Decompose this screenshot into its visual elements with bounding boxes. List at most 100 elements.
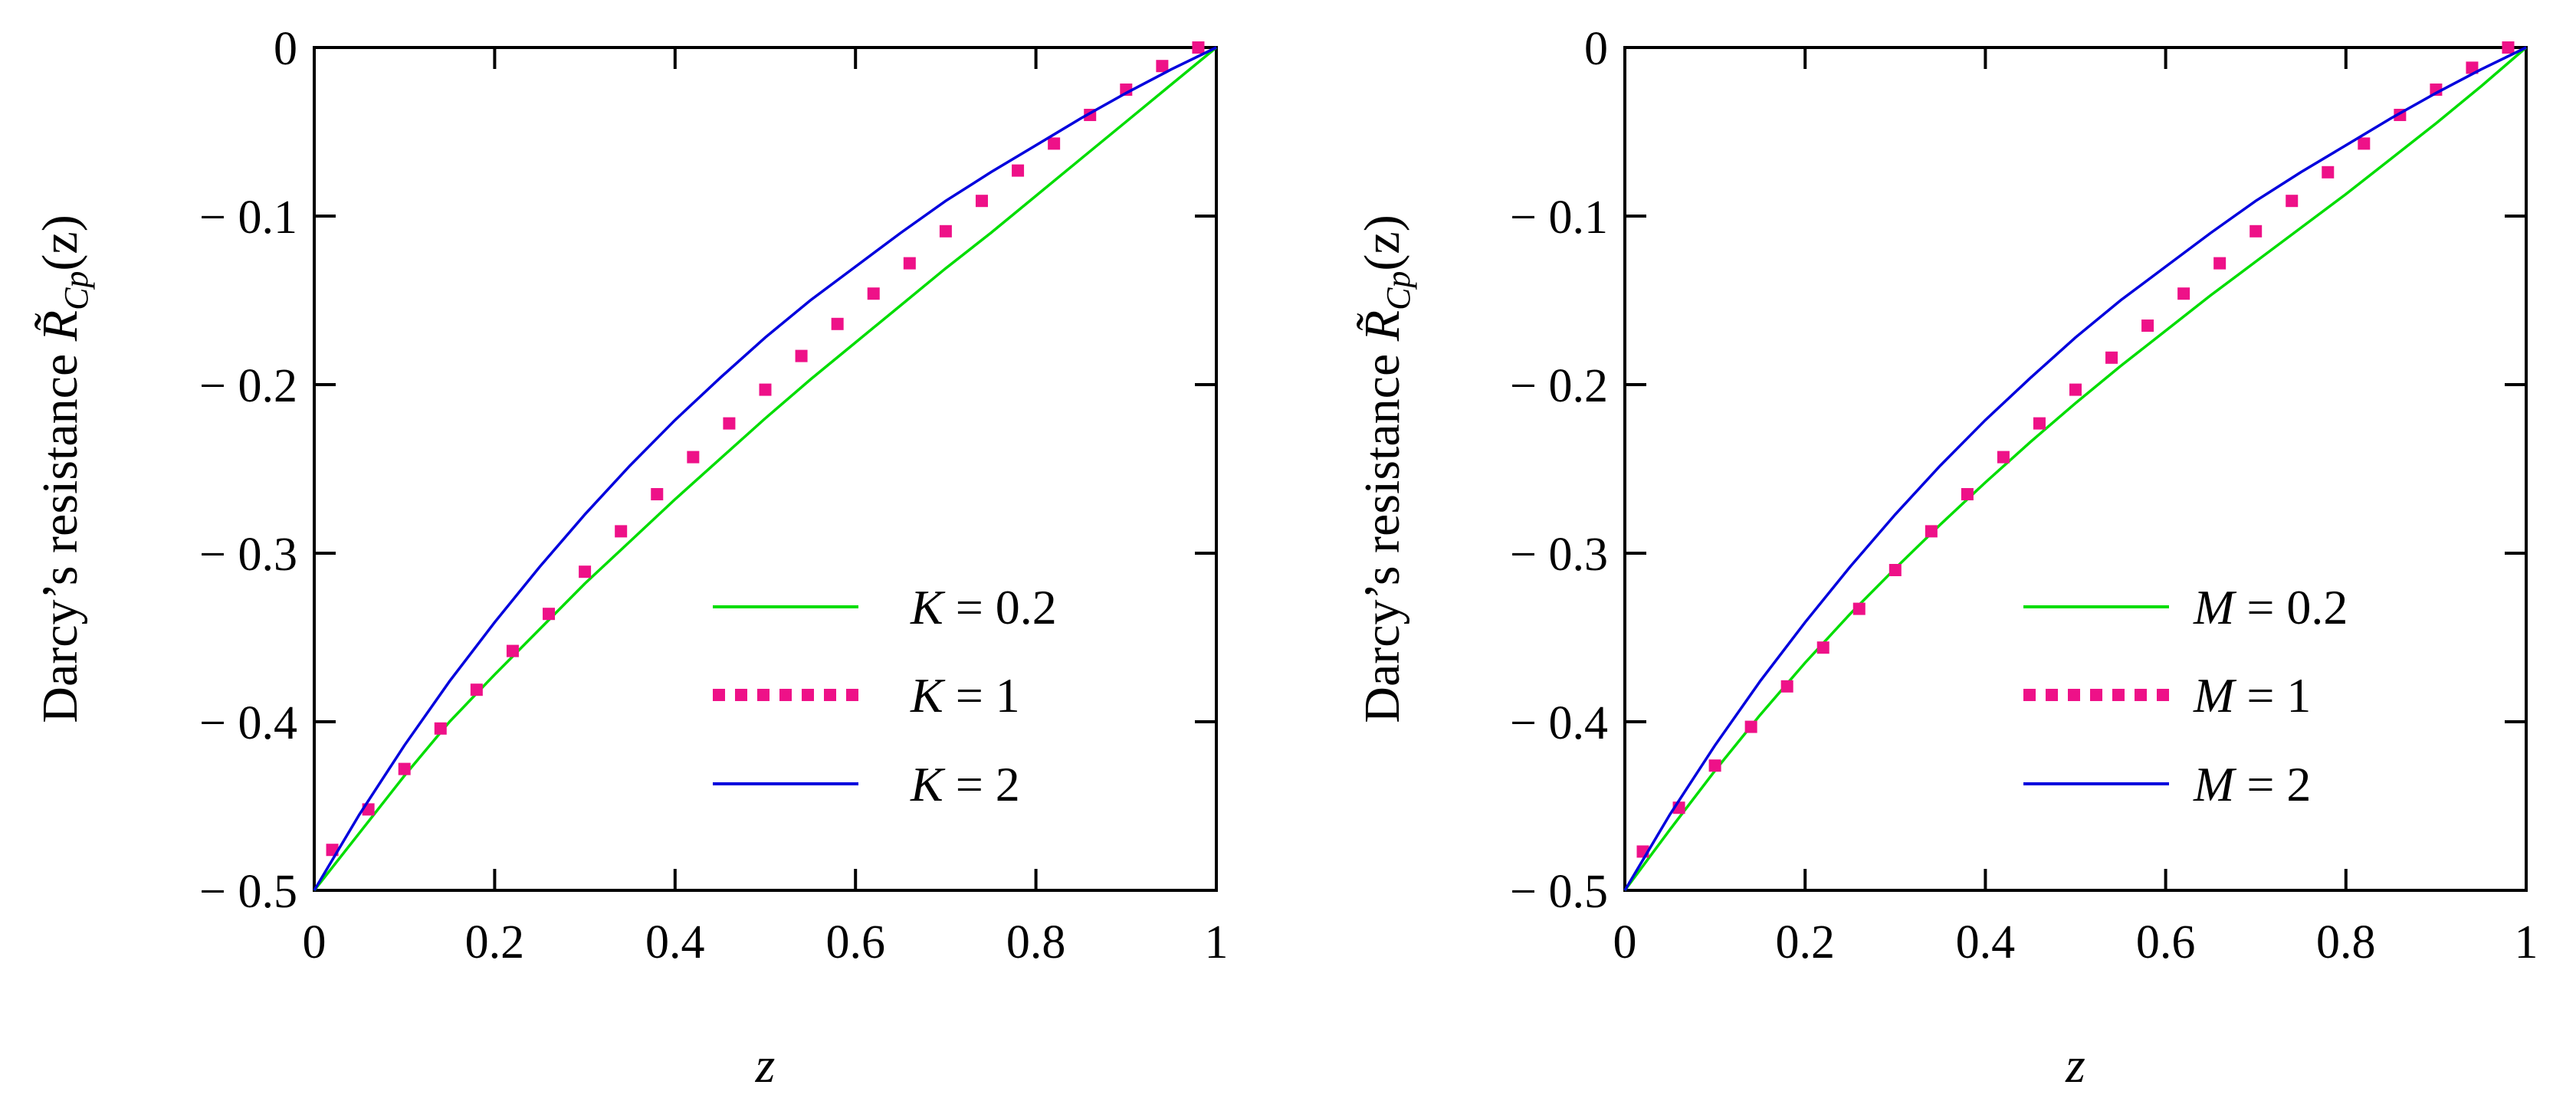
series-point-right-1	[1816, 641, 1829, 654]
series-point-right-1	[2466, 61, 2479, 74]
x-tick-label: 0	[1613, 916, 1637, 968]
series-point-right-1	[1708, 759, 1721, 772]
legend-value: = 0.2	[2234, 580, 2348, 634]
y-tick-label: − 0.4	[1510, 697, 1608, 749]
legend-label: M = 1	[2193, 668, 2311, 723]
legend-swatch-dot	[2112, 689, 2125, 701]
x-tick-label: 0.4	[645, 916, 705, 968]
plot-frame	[313, 46, 1218, 892]
y-axis-title-arg: (z)	[1354, 215, 1410, 270]
y-axis-title: Darcy’s resistance R̃Cp(z)	[1354, 215, 1417, 723]
series-point-right-1	[2358, 137, 2371, 150]
x-tick-label: 0.2	[465, 916, 525, 968]
x-tick-label: 0.2	[1775, 916, 1835, 968]
series-point-left-1	[723, 417, 736, 430]
chart-panel-left: 0 0.2 0.4 0.6 0.8 1 0 − 0.1 − 0.2 − 0.3 − 0.4 − 0.5…	[32, 23, 1229, 1093]
series-point-right-1	[2069, 383, 2082, 396]
legend-swatch-dot	[735, 689, 747, 701]
legend-swatch-dot	[2046, 689, 2058, 701]
series-line-right-2	[1623, 46, 2527, 891]
legend-param: M	[2193, 757, 2237, 811]
series-point-left-1	[579, 565, 592, 578]
x-tick-label: 0.6	[825, 916, 885, 968]
series-point-right-1	[1961, 488, 1974, 500]
legend-swatch-dot	[2068, 689, 2080, 701]
series-point-right-1	[1889, 564, 1902, 576]
legend-param: K	[910, 757, 946, 811]
series-point-left-1	[1012, 164, 1025, 177]
series-point-right-1	[2249, 224, 2263, 238]
series-point-right-1	[2213, 257, 2227, 270]
legend-swatch-dot	[2090, 689, 2102, 701]
y-axis-title-prefix: Darcy’s resistance	[1354, 341, 1410, 723]
series-point-right-1	[1997, 451, 2010, 464]
y-tick-label: − 0.5	[199, 866, 297, 918]
series-point-left-1	[543, 608, 556, 621]
y-axis-title-subscript: Cp	[1380, 271, 1417, 310]
series-point-right-1	[2141, 320, 2154, 332]
legend-param: M	[2193, 580, 2237, 634]
series-point-left-1	[651, 488, 664, 500]
legend-value: = 1	[943, 668, 1020, 723]
chart-panel-right: 0 0.2 0.4 0.6 0.8 1 0 − 0.1 − 0.2 − 0.3 − 0.4 − 0.5…	[1354, 23, 2538, 1093]
legend-value: = 2	[2234, 757, 2311, 811]
series-point-left-1	[795, 349, 808, 362]
series-point-left-1	[975, 195, 988, 208]
legend-label: M = 2	[2193, 757, 2311, 811]
series-point-right-1	[2502, 41, 2515, 54]
series-point-right-1	[1744, 720, 1757, 733]
x-tick-label: 0.8	[2316, 916, 2376, 968]
y-axis-title-symbol: R̃	[32, 310, 88, 342]
y-tick-label: 0	[1584, 23, 1608, 75]
series-line-left-2	[313, 46, 1217, 891]
series-point-left-1	[759, 383, 772, 396]
legend-swatch-dot	[757, 689, 770, 701]
series-point-left-1	[615, 525, 628, 538]
x-tick-label: 0	[303, 916, 327, 968]
plot-frame	[1623, 46, 2528, 892]
legend-swatch-dot	[713, 689, 725, 701]
series-line-right-0	[1623, 46, 2528, 892]
y-tick-label: − 0.2	[199, 360, 297, 412]
y-axis-title: Darcy’s resistance R̃Cp(z)	[32, 215, 95, 723]
legend-swatch-dot	[824, 689, 836, 701]
series-point-right-1	[2286, 195, 2299, 208]
series-point-left-1	[470, 683, 483, 696]
legend-swatch-dot	[846, 689, 858, 701]
series-point-left-1	[398, 762, 411, 775]
legend-swatch-dot	[779, 689, 792, 701]
series-point-left-1	[867, 287, 880, 300]
series-point-right-1	[1852, 602, 1866, 615]
y-tick-label: − 0.3	[199, 529, 297, 581]
legend-param: K	[910, 668, 946, 723]
legend-value: = 2	[943, 757, 1020, 811]
legend-value: = 1	[2234, 668, 2311, 723]
series-point-right-1	[1780, 680, 1793, 693]
x-tick-label: 1	[1205, 916, 1229, 968]
series-point-right-1	[1925, 525, 1938, 538]
series-point-right-1	[2105, 351, 2118, 364]
legend-swatch-dot	[2135, 689, 2147, 701]
series-point-right-1	[2177, 287, 2190, 300]
series-point-left-1	[434, 722, 447, 735]
x-tick-label: 1	[2515, 916, 2538, 968]
x-tick-label: 0.6	[2136, 916, 2196, 968]
x-tick-label: 0.4	[1956, 916, 2016, 968]
legend-label: M = 0.2	[2193, 580, 2348, 634]
series-point-left-1	[1192, 41, 1205, 54]
y-tick-label: − 0.1	[1510, 192, 1608, 244]
series-point-left-1	[1048, 137, 1061, 150]
series-point-left-1	[687, 451, 700, 464]
series-point-left-1	[506, 644, 519, 657]
series-point-left-1	[939, 224, 952, 238]
legend-swatch-dot	[2157, 689, 2169, 701]
series-point-left-1	[903, 257, 916, 270]
series-point-right-1	[2322, 166, 2335, 179]
series-point-left-1	[1156, 60, 1169, 73]
legend-label: K = 1	[910, 668, 1020, 723]
legend-swatch-dot	[802, 689, 814, 701]
legend-value: = 0.2	[943, 580, 1057, 634]
legend-param: K	[910, 580, 946, 634]
y-axis-title-arg: (z)	[32, 215, 88, 270]
legend-label: K = 2	[910, 757, 1020, 811]
